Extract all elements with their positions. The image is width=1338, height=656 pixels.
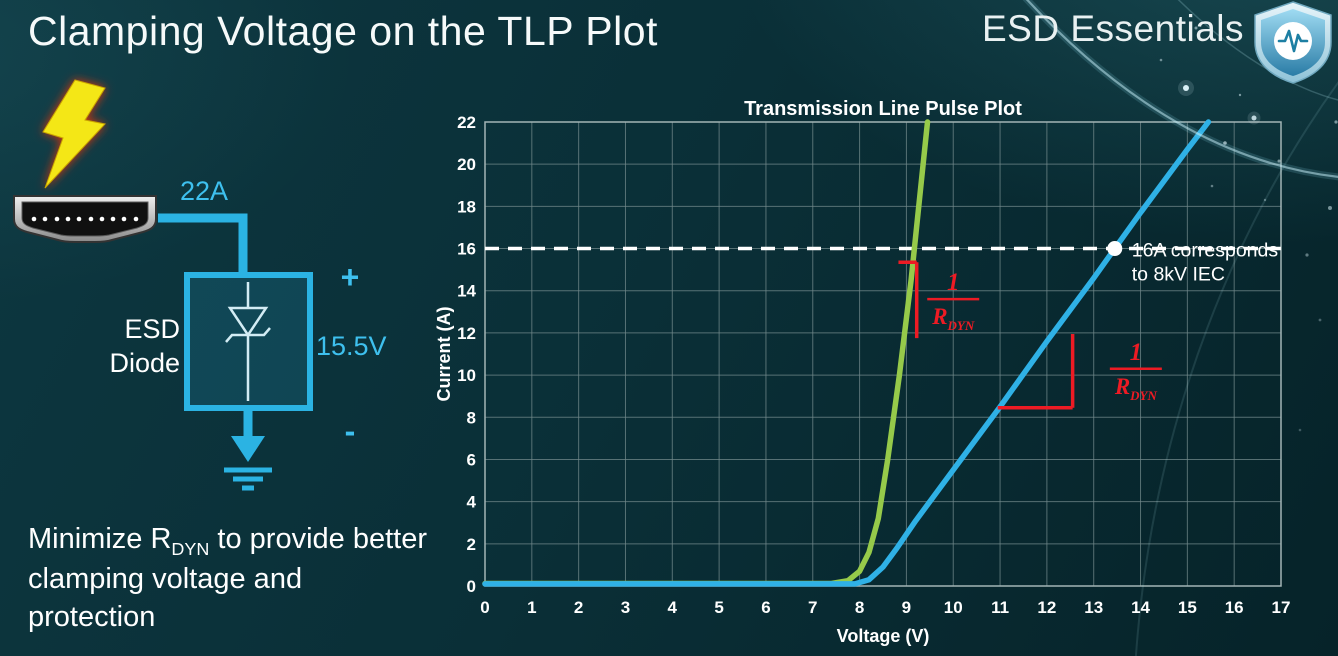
minus-sign: - <box>345 413 356 449</box>
esd-diode-label-line2: Diode <box>109 348 180 378</box>
svg-text:11: 11 <box>991 598 1009 617</box>
esd-diode-label-line1: ESD <box>124 314 180 344</box>
svg-text:22: 22 <box>457 113 476 132</box>
svg-text:2: 2 <box>467 535 476 554</box>
clamp-voltage-label: 15.5V <box>316 331 387 361</box>
svg-text:6: 6 <box>467 450 476 469</box>
svg-text:10: 10 <box>944 598 963 617</box>
hdmi-connector-icon <box>13 195 157 243</box>
svg-text:8: 8 <box>855 598 864 617</box>
y-axis-label: Current (A) <box>434 307 454 402</box>
rdyn-slope-annotation-2: 1 RDYN <box>997 333 1162 410</box>
takeaway-note: Minimize RDYN to provide better clamping… <box>28 521 436 637</box>
svg-text:0: 0 <box>480 598 489 617</box>
x-axis-label: Voltage (V) <box>837 626 930 646</box>
brand-name: ESD Essentials <box>982 8 1244 49</box>
svg-text:1: 1 <box>947 269 960 296</box>
iec-level-marker <box>1107 241 1123 257</box>
svg-text:0: 0 <box>467 577 476 596</box>
svg-text:3: 3 <box>621 598 630 617</box>
svg-text:13: 13 <box>1084 598 1103 617</box>
esd-essentials-shield-icon <box>1254 1 1332 84</box>
svg-text:1: 1 <box>1130 339 1143 366</box>
svg-text:10: 10 <box>457 366 476 385</box>
iec-level-label: to 8kV IEC <box>1132 264 1225 286</box>
svg-text:16: 16 <box>1225 598 1244 617</box>
svg-text:5: 5 <box>714 598 723 617</box>
page-title: Clamping Voltage on the TLP Plot <box>28 8 658 54</box>
svg-text:9: 9 <box>902 598 911 617</box>
svg-text:15: 15 <box>1178 598 1197 617</box>
lightning-bolt-icon <box>42 79 106 189</box>
svg-text:7: 7 <box>808 598 817 617</box>
esd-protection-diagram: 22A + 15.5V - ESD Diode <box>13 79 387 491</box>
surge-current-label: 22A <box>180 176 228 206</box>
svg-text:20: 20 <box>457 155 476 174</box>
surge-wire <box>158 213 248 275</box>
note-subscript: DYN <box>171 538 210 559</box>
svg-text:14: 14 <box>457 282 476 301</box>
y-tick-labels: 0 2 4 6 8 10 12 14 16 18 20 22 <box>457 113 476 596</box>
plot-border <box>484 121 1282 587</box>
svg-text:RDYN: RDYN <box>1114 374 1158 403</box>
svg-text:17: 17 <box>1272 598 1291 617</box>
svg-text:12: 12 <box>457 324 476 343</box>
green-curve <box>482 119 931 587</box>
note-text-suffix: to provide better clamping voltage and p… <box>28 523 427 634</box>
ground-symbol-icon <box>224 408 272 491</box>
plus-sign: + <box>341 259 360 295</box>
zener-diode-icon <box>225 282 271 401</box>
svg-text:1: 1 <box>527 598 536 617</box>
svg-text:16: 16 <box>457 240 476 259</box>
blue-curve <box>482 119 1212 587</box>
svg-text:2: 2 <box>574 598 583 617</box>
grid-lines <box>484 121 1282 587</box>
iec-level-label: 16A corresponds <box>1132 240 1279 262</box>
x-tick-labels: 0 1 2 3 4 5 6 7 8 9 10 11 12 13 14 15 16 17 <box>480 598 1290 617</box>
svg-text:4: 4 <box>668 598 678 617</box>
svg-text:6: 6 <box>761 598 770 617</box>
svg-text:12: 12 <box>1037 598 1056 617</box>
svg-text:18: 18 <box>457 197 476 216</box>
tlp-curves <box>482 119 1212 587</box>
svg-text:4: 4 <box>467 493 477 512</box>
note-text-prefix: Minimize R <box>28 523 172 555</box>
svg-text:8: 8 <box>467 408 476 427</box>
svg-text:14: 14 <box>1131 598 1150 617</box>
chart-title: Transmission Line Pulse Plot <box>744 98 1022 120</box>
